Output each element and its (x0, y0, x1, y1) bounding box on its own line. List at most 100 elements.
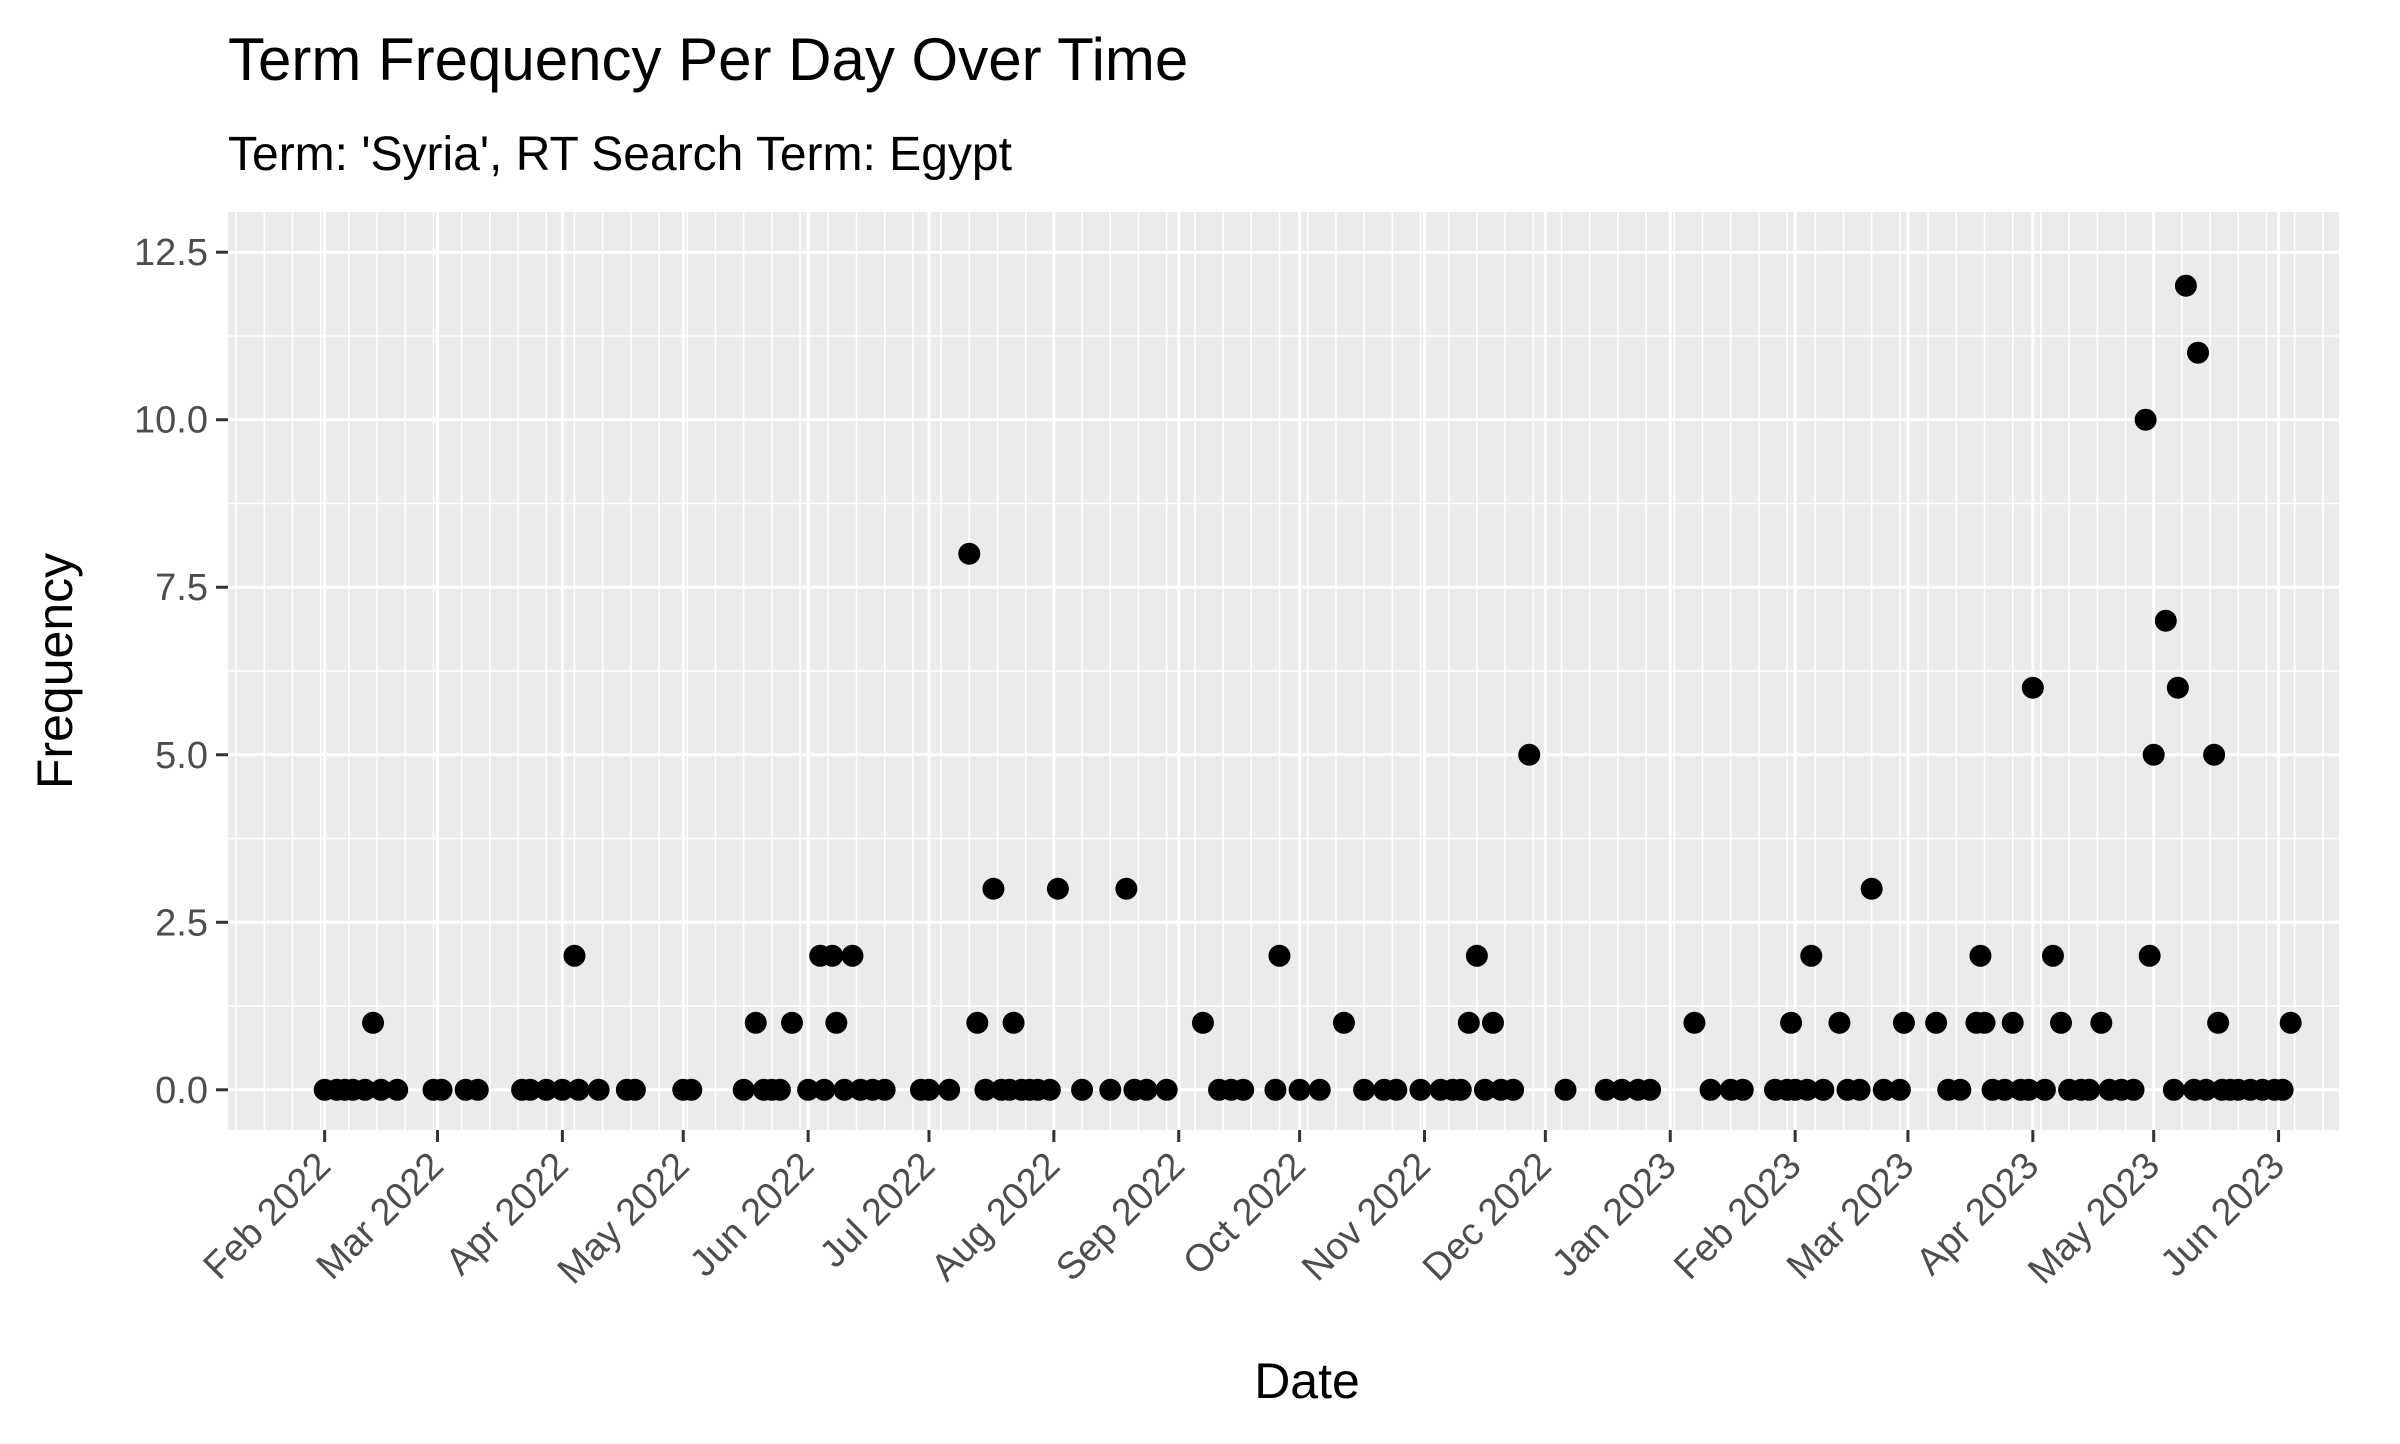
data-point (966, 1011, 989, 1034)
data-point (1780, 1011, 1803, 1034)
data-point (1993, 1078, 2016, 1101)
y-tick-label: 5.0 (155, 735, 208, 777)
data-point (1002, 1011, 1025, 1034)
data-point (1639, 1078, 1662, 1101)
data-point (1099, 1078, 1122, 1101)
data-point (362, 1011, 385, 1034)
x-tick-label: Sep 2022 (1048, 1145, 1193, 1290)
data-point (2001, 1011, 2024, 1034)
data-point (1699, 1078, 1722, 1101)
data-point (1135, 1078, 1158, 1101)
minor-gridlines (228, 212, 2339, 1130)
x-tick-label: Nov 2022 (1294, 1145, 1439, 1290)
data-point (938, 1078, 961, 1101)
data-point (1071, 1078, 1094, 1101)
y-tick-label: 12.5 (134, 232, 208, 274)
y-tick-label: 10.0 (134, 400, 208, 442)
data-point (2021, 676, 2044, 699)
data-point (1683, 1011, 1706, 1034)
data-point (2078, 1078, 2101, 1101)
data-point (2162, 1078, 2185, 1101)
data-point (732, 1078, 755, 1101)
y-tick-label: 7.5 (155, 567, 208, 609)
data-point (1385, 1078, 1408, 1101)
y-tick-label: 0.0 (155, 1070, 208, 1112)
data-point (917, 1078, 940, 1101)
chart-title: Term Frequency Per Day Over Time (228, 26, 1188, 93)
data-point (2017, 1078, 2040, 1101)
data-point (825, 1011, 848, 1034)
data-point (1925, 1011, 1948, 1034)
data-point (370, 1078, 393, 1101)
data-point (1594, 1078, 1617, 1101)
data-points (313, 274, 2302, 1101)
data-point (2154, 609, 2177, 632)
x-tick-label: Jul 2022 (812, 1145, 943, 1276)
data-point (958, 542, 981, 565)
data-point (2142, 743, 2165, 766)
data-point (1731, 1078, 1754, 1101)
data-point (813, 1078, 836, 1101)
data-point (2166, 676, 2189, 699)
data-point (1409, 1078, 1432, 1101)
data-point (551, 1078, 574, 1101)
y-axis: 0.0 2.5 5.0 7.5 10.0 12.5 (134, 232, 228, 1112)
data-point (535, 1078, 558, 1101)
data-point (1554, 1078, 1577, 1101)
data-point (974, 1078, 997, 1101)
data-point (680, 1078, 703, 1101)
data-point (1872, 1078, 1895, 1101)
data-point (2122, 1078, 2145, 1101)
data-point (2090, 1011, 2113, 1034)
y-tick-label: 2.5 (155, 902, 208, 944)
data-point (1860, 877, 1883, 900)
data-point (1610, 1078, 1633, 1101)
data-point (1473, 1078, 1496, 1101)
data-point (1502, 1078, 1525, 1101)
data-point (1969, 944, 1992, 967)
data-point (466, 1078, 489, 1101)
data-point (1518, 743, 1541, 766)
data-point (768, 1078, 791, 1101)
data-point (2203, 743, 2226, 766)
data-point (1481, 1011, 1504, 1034)
data-point (1892, 1011, 1915, 1034)
data-point (1308, 1078, 1331, 1101)
data-point (1796, 1078, 1819, 1101)
data-point (1038, 1078, 1061, 1101)
data-point (2186, 341, 2209, 364)
data-point (587, 1078, 610, 1101)
data-point (2207, 1011, 2230, 1034)
data-point (2134, 408, 2157, 431)
data-point (1115, 877, 1138, 900)
data-point (1812, 1078, 1835, 1101)
data-point (1353, 1078, 1376, 1101)
data-point (1332, 1011, 1355, 1034)
data-point (1232, 1078, 1255, 1101)
data-point (353, 1078, 376, 1101)
data-point (833, 1078, 856, 1101)
data-point (873, 1078, 896, 1101)
data-point (1264, 1078, 1287, 1101)
data-point (2050, 1011, 2073, 1034)
data-point (430, 1078, 453, 1101)
data-point (781, 1011, 804, 1034)
x-tick-label: May 2023 (2020, 1145, 2168, 1293)
x-tick-label: Jan 2023 (1544, 1145, 1684, 1285)
data-point (519, 1078, 542, 1101)
data-point (744, 1011, 767, 1034)
data-point (2138, 944, 2161, 967)
data-point (841, 944, 864, 967)
data-point (2271, 1078, 2294, 1101)
x-tick-label: Jun 2023 (2153, 1145, 2293, 1285)
x-tick-label: Dec 2022 (1415, 1145, 1560, 1290)
data-point (567, 1078, 590, 1101)
data-point (1268, 944, 1291, 967)
data-point (1191, 1011, 1214, 1034)
data-point (2041, 944, 2064, 967)
x-tick-label: May 2022 (550, 1145, 698, 1293)
data-point (1800, 944, 1823, 967)
data-point (623, 1078, 646, 1101)
